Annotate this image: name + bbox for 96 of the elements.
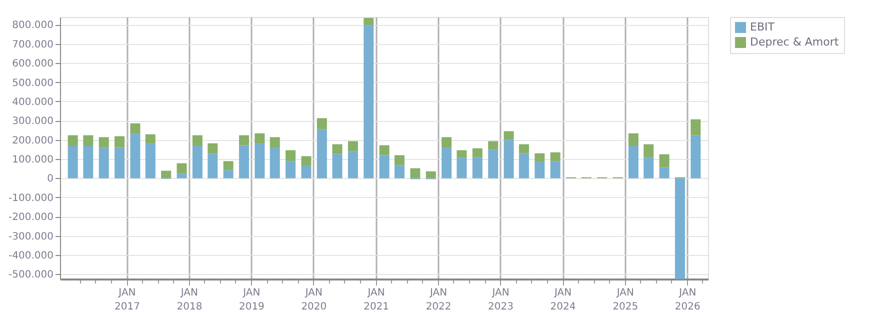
bar: [316, 118, 327, 130]
bar: [644, 144, 654, 158]
bar: [301, 156, 312, 166]
bar: [192, 146, 202, 178]
bar: [488, 150, 498, 178]
bar: [628, 146, 638, 178]
bar: [472, 148, 482, 158]
legend-label: Deprec & Amort: [750, 36, 840, 48]
bar: [394, 155, 405, 166]
bar: [254, 144, 265, 178]
legend-label: EBIT: [750, 20, 775, 34]
bar: [145, 144, 156, 178]
bar: [270, 137, 280, 148]
bar: [456, 158, 467, 178]
x-tick-label: JAN 2023: [488, 288, 514, 312]
y-tick-label: -400.000: [8, 250, 54, 262]
y-tick-label: 300.000: [12, 116, 54, 128]
y-tick-label: 400.000: [12, 96, 54, 108]
y-tick-label: 100.000: [12, 154, 54, 166]
bar: [348, 151, 358, 178]
y-tick-label: -200.000: [8, 212, 54, 224]
y-tick-label: -100.000: [8, 192, 54, 204]
bar: [690, 119, 701, 136]
y-tick-label: -500.000: [8, 270, 54, 281]
bar: [223, 170, 234, 178]
y-tick-label: 600.000: [12, 58, 54, 70]
y-tick-label: 800.000: [12, 20, 54, 32]
bar: [114, 147, 125, 178]
bar: [534, 162, 545, 178]
bar: [316, 129, 327, 178]
bar: [674, 178, 685, 279]
bar: [98, 137, 109, 148]
bar: [161, 170, 172, 178]
bar: [518, 153, 529, 178]
bar: [550, 152, 560, 162]
bar: [239, 145, 250, 178]
bar: [379, 155, 390, 178]
bar: [690, 135, 701, 178]
bar: [426, 171, 436, 178]
bar: [659, 154, 670, 168]
bar: [83, 135, 94, 146]
bar: [208, 154, 218, 178]
bar: [176, 174, 187, 178]
bar: [410, 168, 420, 178]
bar: [534, 153, 545, 162]
x-tick-label: JAN 2017: [114, 288, 140, 312]
bar: [286, 161, 296, 178]
bar: [550, 161, 560, 178]
bar: [176, 163, 187, 174]
bar: [223, 161, 234, 170]
bar: [98, 148, 109, 178]
bar: [442, 148, 452, 178]
y-tick-label: -300.000: [8, 231, 54, 242]
bar: [659, 167, 670, 178]
bar: [442, 137, 452, 148]
x-tick-label: JAN 2021: [364, 288, 390, 312]
y-tick-label: 0: [47, 174, 54, 185]
x-tick-label: JAN 2025: [612, 288, 638, 312]
bar: [254, 133, 265, 144]
bar: [332, 144, 342, 154]
bar: [348, 141, 358, 152]
bar: [488, 141, 498, 150]
x-tick-label: JAN 2026: [674, 288, 700, 312]
x-tick-label: JAN 2022: [426, 288, 452, 312]
bar: [364, 25, 374, 178]
bar: [130, 123, 140, 134]
bar: [504, 140, 514, 178]
bar: [332, 154, 342, 178]
x-tick-label: JAN 2024: [550, 288, 576, 312]
bar: [286, 150, 296, 162]
bar: [239, 135, 250, 146]
bar: [504, 131, 514, 140]
bar: [628, 133, 638, 146]
x-tick-label: JAN 2018: [176, 288, 202, 312]
bar: [518, 144, 529, 154]
bar: [270, 148, 280, 178]
x-tick-label: JAN 2020: [301, 288, 327, 312]
bar: [130, 134, 140, 178]
bar: [472, 157, 482, 178]
bar: [301, 166, 312, 178]
bar: [379, 145, 390, 156]
bar: [192, 135, 202, 146]
bar: [364, 18, 374, 26]
y-tick-label: 700.000: [12, 39, 54, 50]
y-tick-label: 500.000: [12, 78, 54, 89]
bar: [456, 150, 467, 158]
bar: [83, 146, 94, 178]
bar: [644, 157, 654, 178]
y-tick-label: 200.000: [12, 135, 54, 146]
bar: [208, 143, 218, 154]
bar: [68, 146, 78, 178]
bar: [145, 134, 156, 144]
bar: [68, 135, 78, 146]
bar: [114, 136, 125, 148]
bar: [394, 165, 405, 178]
x-tick-label: JAN 2019: [238, 288, 264, 312]
